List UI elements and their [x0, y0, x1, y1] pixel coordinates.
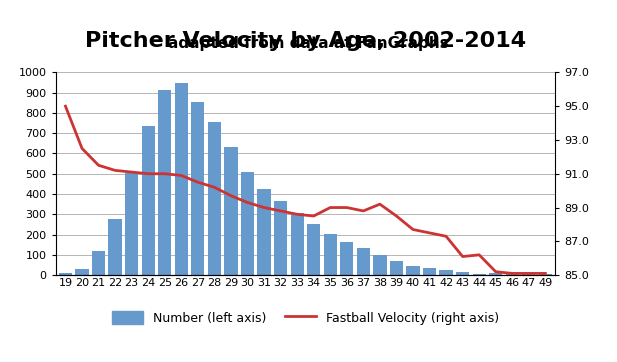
Bar	[274, 201, 287, 275]
Text: adapted from data at FanGraphs: adapted from data at FanGraphs	[168, 36, 449, 51]
Legend: Number (left axis), Fastball Velocity (right axis): Number (left axis), Fastball Velocity (r…	[107, 306, 504, 330]
Bar	[423, 268, 436, 275]
Bar	[158, 90, 172, 275]
Bar	[291, 213, 304, 275]
Bar	[257, 189, 271, 275]
Bar	[109, 219, 122, 275]
Bar	[92, 251, 105, 275]
Bar	[324, 233, 337, 275]
Bar	[456, 272, 470, 275]
Bar	[473, 274, 486, 275]
Bar	[390, 261, 403, 275]
Bar	[489, 273, 502, 275]
Bar	[506, 274, 519, 275]
Bar	[407, 266, 420, 275]
Bar	[175, 83, 188, 275]
Bar	[522, 274, 536, 275]
Bar	[125, 173, 138, 275]
Bar	[307, 224, 320, 275]
Bar	[141, 126, 155, 275]
Bar	[208, 122, 221, 275]
Bar	[539, 274, 552, 275]
Bar	[191, 102, 204, 275]
Bar	[357, 248, 370, 275]
Bar	[59, 273, 72, 275]
Bar	[340, 242, 354, 275]
Bar	[75, 269, 89, 275]
Bar	[225, 147, 238, 275]
Bar	[373, 256, 386, 275]
Title: Pitcher Velocity by Age, 2002-2014: Pitcher Velocity by Age, 2002-2014	[85, 31, 526, 51]
Bar	[439, 270, 453, 275]
Bar	[241, 172, 254, 275]
